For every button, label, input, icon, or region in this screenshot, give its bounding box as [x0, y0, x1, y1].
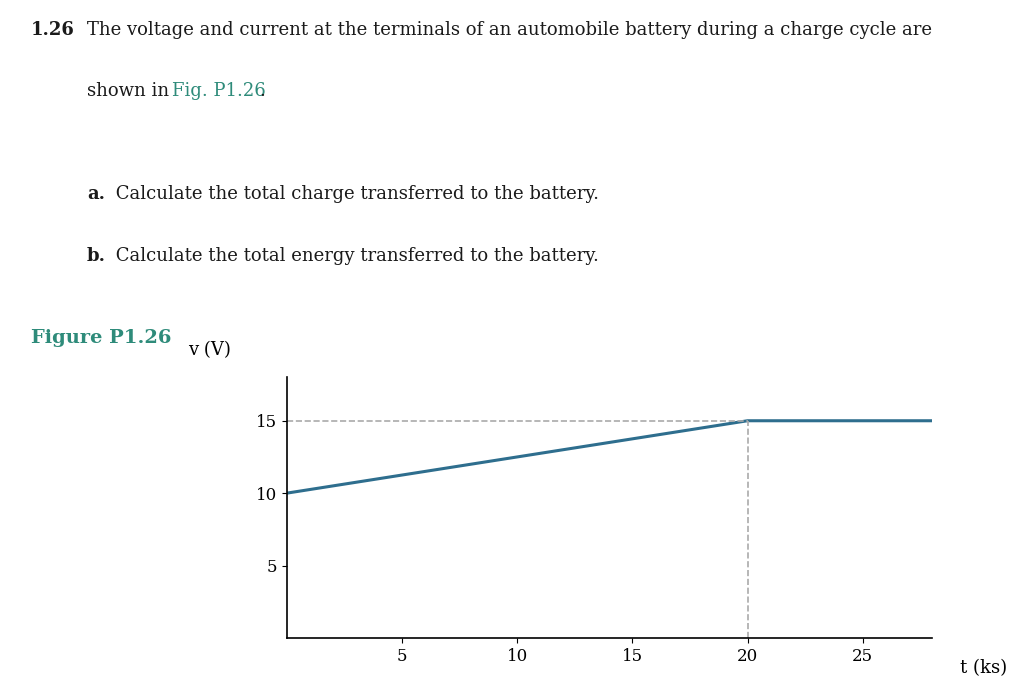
X-axis label: t (ks): t (ks) [959, 659, 1007, 677]
Text: .: . [259, 82, 265, 100]
Y-axis label: v (V): v (V) [187, 341, 230, 359]
Text: Calculate the total charge transferred to the battery.: Calculate the total charge transferred t… [110, 185, 599, 203]
Text: Fig. P1.26: Fig. P1.26 [172, 82, 266, 100]
Text: 1.26: 1.26 [31, 21, 75, 38]
Text: The voltage and current at the terminals of an automobile battery during a charg: The voltage and current at the terminals… [87, 21, 932, 38]
Text: b.: b. [87, 247, 106, 265]
Text: shown in: shown in [87, 82, 175, 100]
Text: Calculate the total energy transferred to the battery.: Calculate the total energy transferred t… [110, 247, 598, 265]
Text: a.: a. [87, 185, 105, 203]
Text: Figure P1.26: Figure P1.26 [31, 329, 171, 347]
